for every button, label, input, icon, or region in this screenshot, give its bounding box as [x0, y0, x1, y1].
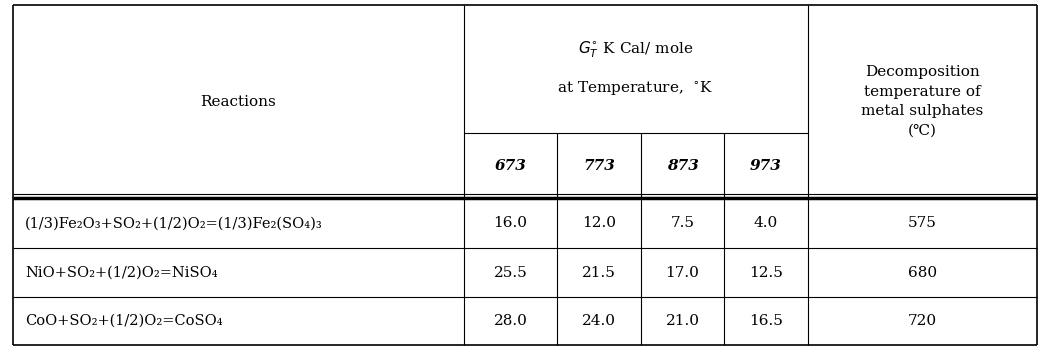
- Text: 12.0: 12.0: [582, 216, 616, 230]
- Text: NiO+SO₂+(1/2)O₂=NiSO₄: NiO+SO₂+(1/2)O₂=NiSO₄: [25, 266, 218, 280]
- Text: (1/3)Fe₂O₃+SO₂+(1/2)O₂=(1/3)Fe₂(SO₄)₃: (1/3)Fe₂O₃+SO₂+(1/2)O₂=(1/3)Fe₂(SO₄)₃: [25, 216, 323, 230]
- Text: 16.0: 16.0: [494, 216, 527, 230]
- Text: 21.5: 21.5: [582, 266, 616, 280]
- Text: Decomposition
temperature of
metal sulphates
(℃): Decomposition temperature of metal sulph…: [861, 66, 984, 138]
- Text: 24.0: 24.0: [582, 314, 616, 328]
- Text: CoO+SO₂+(1/2)O₂=CoSO₄: CoO+SO₂+(1/2)O₂=CoSO₄: [25, 314, 223, 328]
- Text: 720: 720: [908, 314, 937, 328]
- Text: 12.5: 12.5: [749, 266, 783, 280]
- Text: 973: 973: [750, 159, 782, 173]
- Text: $G_T^{\circ}$ K Cal/ mole: $G_T^{\circ}$ K Cal/ mole: [578, 40, 693, 60]
- Text: 21.0: 21.0: [666, 314, 699, 328]
- Text: 25.5: 25.5: [494, 266, 527, 280]
- Text: 4.0: 4.0: [753, 216, 778, 230]
- Text: 7.5: 7.5: [670, 216, 695, 230]
- Text: 575: 575: [908, 216, 937, 230]
- Text: 17.0: 17.0: [666, 266, 699, 280]
- Text: Reactions: Reactions: [200, 95, 276, 109]
- Text: at Temperature,  $^{\circ}$K: at Temperature, $^{\circ}$K: [557, 79, 714, 98]
- Text: 680: 680: [908, 266, 937, 280]
- Text: 773: 773: [584, 159, 615, 173]
- Text: 28.0: 28.0: [494, 314, 527, 328]
- Text: 16.5: 16.5: [749, 314, 783, 328]
- Text: 673: 673: [495, 159, 526, 173]
- Text: 873: 873: [667, 159, 698, 173]
